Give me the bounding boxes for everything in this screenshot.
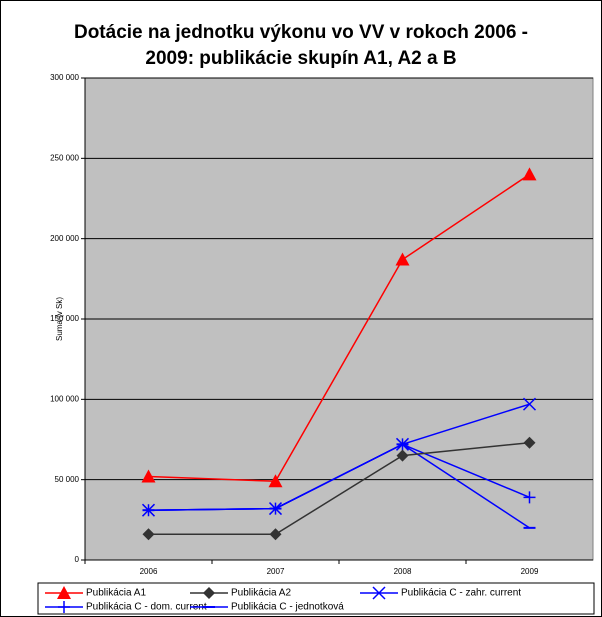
- marker: [58, 601, 70, 613]
- y-tick-label: 300 000: [50, 73, 79, 82]
- x-tick-label: 2008: [394, 567, 412, 576]
- chart-title: Dotácie na jednotku výkonu vo VV v rokoc…: [73, 22, 529, 69]
- marker: [522, 167, 537, 181]
- marker: [523, 436, 536, 449]
- marker: [372, 586, 386, 600]
- marker: [142, 528, 155, 541]
- x-tick-label: 2009: [521, 567, 539, 576]
- series-line: [148, 441, 530, 536]
- marker: [141, 503, 156, 517]
- marker: [395, 437, 410, 451]
- marker: [522, 397, 537, 411]
- marker: [396, 449, 409, 462]
- series-line: [148, 403, 530, 511]
- marker: [268, 474, 283, 488]
- y-tick-label: 100 000: [50, 394, 79, 403]
- legend: [37, 582, 595, 615]
- marker: [395, 252, 410, 266]
- legend-label: Publikácia C - zahr. current: [401, 588, 521, 599]
- y-tick-label: 150 000: [50, 314, 79, 323]
- marker: [269, 528, 282, 541]
- marker: [268, 502, 283, 516]
- marker: [141, 469, 156, 483]
- x-tick-label: 2006: [140, 567, 158, 576]
- y-tick-label: 0: [75, 555, 80, 564]
- y-tick-label: 250 000: [50, 153, 79, 162]
- y-tick-label: 200 000: [50, 234, 79, 243]
- legend-label: Publikácia C - dom. current: [86, 602, 207, 613]
- y-tick-label: 50 000: [55, 475, 80, 484]
- legend-label: Publikácia C - jednotková: [231, 602, 344, 613]
- x-tick-label: 2007: [267, 567, 285, 576]
- legend-label: Publikácia A1: [86, 588, 146, 599]
- legend-label: Publikácia A2: [231, 588, 291, 599]
- series-line: [148, 173, 530, 483]
- marker: [203, 587, 215, 599]
- marker: [57, 586, 71, 599]
- marker: [523, 491, 536, 504]
- y-axis-label: Suma (v Sk): [55, 297, 64, 341]
